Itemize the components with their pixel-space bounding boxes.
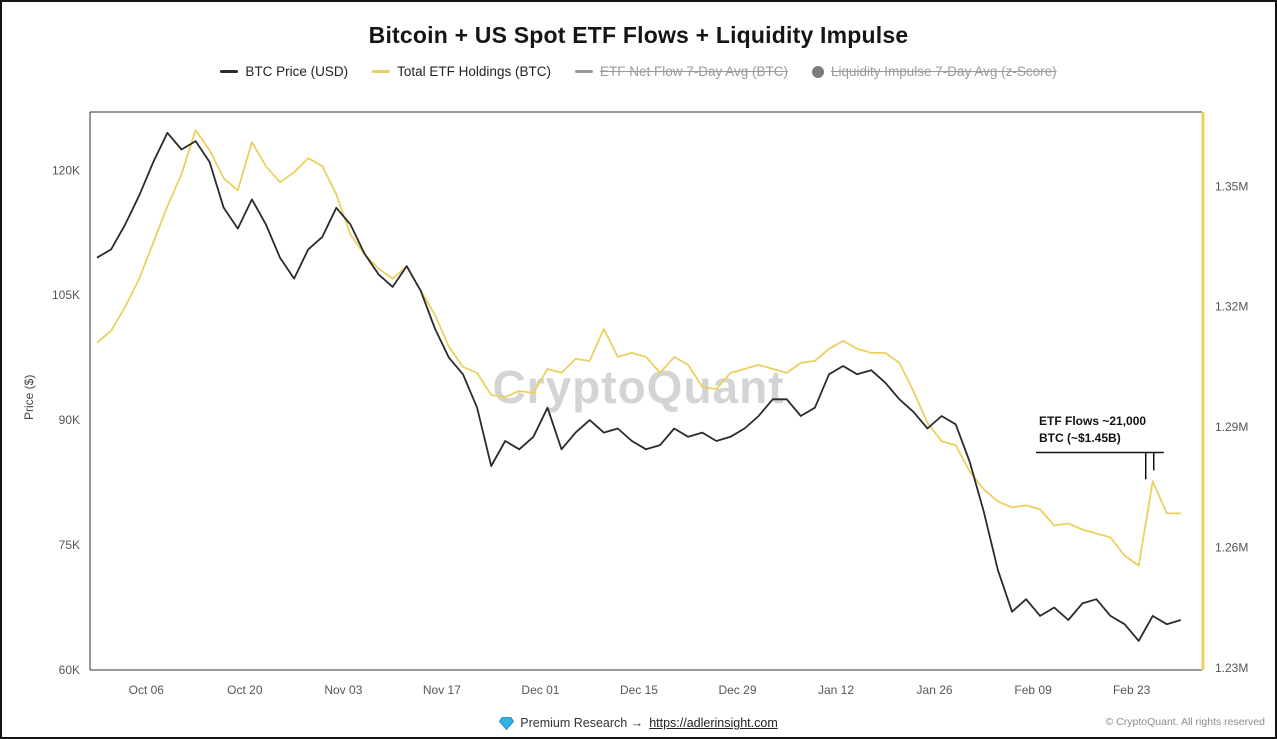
annotation-line2: BTC (~$1.45B) [1039,431,1121,445]
x-tick-label: Dec 29 [718,683,756,697]
legend-label: Liquidity Impulse 7-Day Avg (z-Score) [831,64,1057,79]
legend-item-etf-holdings[interactable]: Total ETF Holdings (BTC) [372,64,551,79]
y-right-tick-label: 1.35M [1215,179,1248,193]
y-left-tick-label: 75K [59,538,80,552]
y-left-tick-label: 105K [52,288,80,302]
y-left-tick-label: 120K [52,163,80,177]
legend-label: ETF Net Flow 7-Day Avg (BTC) [599,64,788,79]
premium-text: Premium Research → [520,716,644,730]
legend-label: Total ETF Holdings (BTC) [397,64,551,79]
annotation-line1: ETF Flows ~21,000 [1039,414,1147,428]
x-tick-label: Oct 20 [227,683,263,697]
x-tick-label: Dec 01 [521,683,559,697]
y-right-tick-label: 1.32M [1215,300,1248,314]
x-tick-label: Nov 03 [324,683,362,697]
x-tick-label: Jan 12 [818,683,854,697]
line-marker-icon [220,70,239,73]
circle-marker-icon [812,65,824,78]
footer-premium: Premium Research → https://adlerinsight.… [2,716,1275,730]
x-tick-label: Jan 26 [917,683,953,697]
chart-title: Bitcoin + US Spot ETF Flows + Liquidity … [368,22,909,48]
legend-label: BTC Price (USD) [245,64,349,79]
x-tick-label: Dec 15 [620,683,658,697]
y-left-tick-label: 60K [59,663,80,677]
x-tick-label: Oct 06 [129,683,165,697]
copyright-text: © CryptoQuant. All rights reserved [1105,716,1265,728]
adlerinsight-link[interactable]: https://adlerinsight.com [649,716,778,730]
etf-flows-annotation: ETF Flows ~21,000 BTC (~$1.45B) [1039,413,1146,447]
line-marker-icon [372,70,391,73]
legend-item-etf-net-flow[interactable]: ETF Net Flow 7-Day Avg (BTC) [574,64,788,79]
y-right-tick-label: 1.26M [1215,541,1248,555]
x-tick-label: Nov 17 [423,683,461,697]
x-tick-label: Feb 09 [1014,683,1052,697]
line-marker-icon [574,70,593,73]
y-right-tick-label: 1.23M [1215,661,1248,675]
legend-item-liquidity-impulse[interactable]: Liquidity Impulse 7-Day Avg (z-Score) [812,64,1057,79]
x-tick-label: Feb 23 [1113,683,1151,697]
diamond-icon [499,716,515,730]
btc-price-line [96,131,1182,642]
legend-item-btc-price[interactable]: BTC Price (USD) [220,64,348,79]
y-right-tick-label: 1.29M [1215,420,1248,434]
chart-legend: BTC Price (USD) Total ETF Holdings (BTC)… [2,64,1275,79]
y-left-tick-label: 90K [59,413,80,427]
etf-holdings-line [96,129,1181,567]
